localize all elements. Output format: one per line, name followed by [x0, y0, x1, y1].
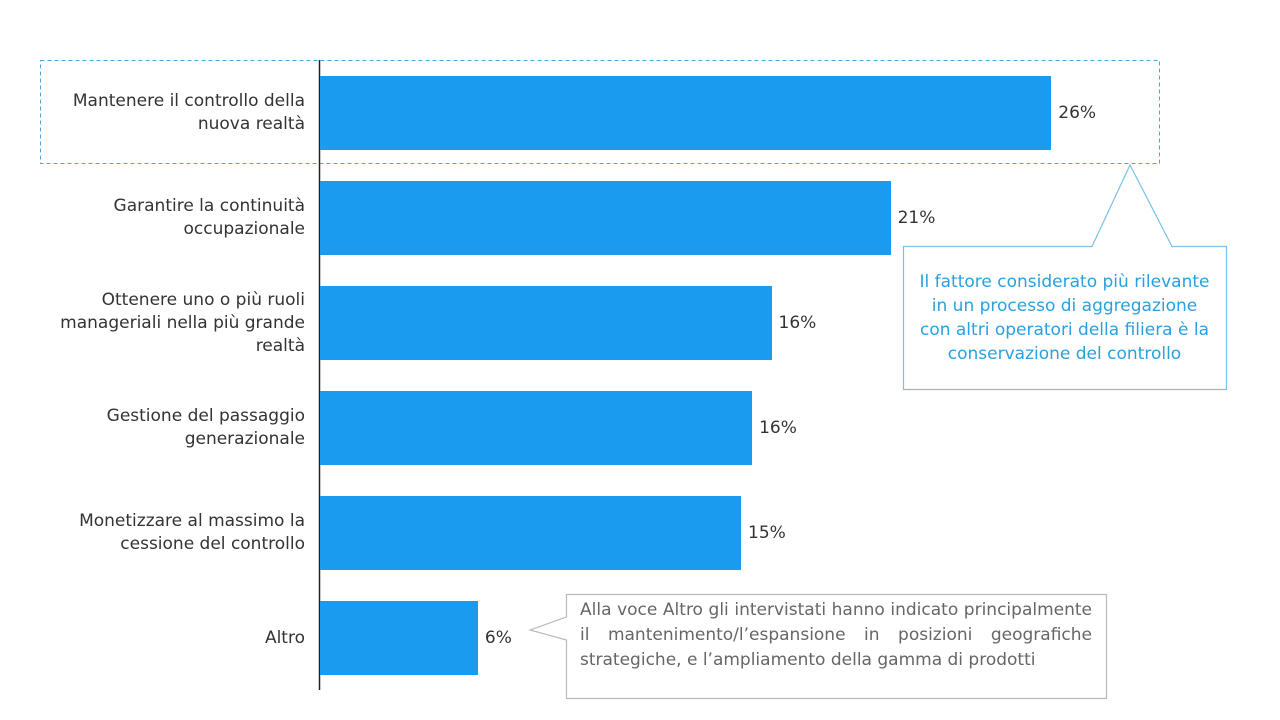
value-label: 15%: [748, 523, 786, 543]
bar: [320, 601, 478, 675]
bar: [320, 496, 742, 570]
value-label: 16%: [759, 418, 797, 438]
bar: [320, 181, 891, 255]
bar: [320, 391, 753, 465]
highlight-box: [40, 60, 1160, 164]
callout-box: [902, 163, 1228, 391]
value-label: 16%: [778, 313, 817, 333]
category-label: Monetizzare al massimo la cessione del c…: [79, 511, 305, 554]
callout-text: Il fattore considerato più rilevante in …: [919, 272, 1210, 364]
category-label: Garantire la continuità occupazionale: [113, 196, 305, 239]
category-label: Ottenere uno o più ruoli manageriali nel…: [60, 289, 305, 356]
value-label: 21%: [897, 208, 936, 228]
bar: [320, 286, 772, 360]
category-label: Mantenere il controllo della nuova realt…: [72, 91, 305, 134]
category-label: Gestione del passaggio generazionale: [106, 406, 305, 449]
note-text: Alla voce Altro gli intervistati hanno i…: [580, 600, 1092, 670]
note-box: [528, 593, 1108, 700]
category-label: Altro: [264, 627, 305, 648]
value-label: 26%: [1058, 103, 1097, 123]
bar: [320, 76, 1052, 150]
value-label: 6%: [484, 628, 512, 648]
